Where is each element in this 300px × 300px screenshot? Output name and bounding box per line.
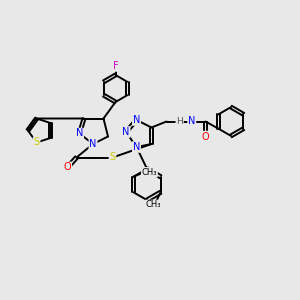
Text: S: S bbox=[34, 137, 40, 148]
Text: N: N bbox=[122, 127, 130, 137]
Text: N: N bbox=[89, 139, 97, 149]
Text: N: N bbox=[188, 116, 196, 127]
Text: H: H bbox=[176, 117, 183, 126]
Text: F: F bbox=[113, 61, 118, 71]
Text: N: N bbox=[133, 142, 140, 152]
Text: O: O bbox=[202, 131, 209, 142]
Text: N: N bbox=[133, 115, 140, 125]
Text: O: O bbox=[64, 162, 71, 172]
Text: CH₃: CH₃ bbox=[142, 168, 157, 177]
Text: CH₃: CH₃ bbox=[145, 200, 161, 209]
Text: S: S bbox=[110, 152, 116, 163]
Text: N: N bbox=[76, 128, 83, 139]
